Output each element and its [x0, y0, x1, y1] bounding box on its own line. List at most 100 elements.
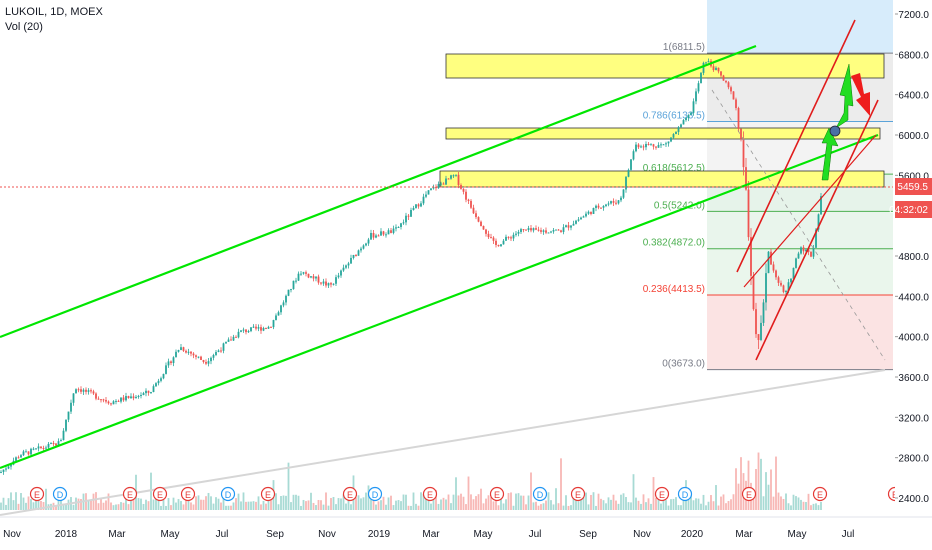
- volume-bar: [300, 505, 302, 510]
- candle-body: [557, 229, 560, 231]
- volume-bar: [197, 495, 200, 510]
- candle-body: [195, 355, 197, 357]
- candle-body: [197, 356, 200, 358]
- candle-body: [362, 245, 365, 249]
- volume-bar: [215, 497, 217, 510]
- volume-bar: [0, 502, 2, 510]
- dividend-marker-circle: [532, 486, 548, 502]
- time-label: Mar: [735, 529, 753, 540]
- candle-body: [20, 455, 22, 458]
- volume-bar: [80, 499, 82, 510]
- volume-bar: [100, 498, 102, 510]
- volume-bar: [172, 497, 175, 510]
- volume-bar: [442, 497, 445, 510]
- candle-body: [465, 191, 467, 200]
- volume-bar: [340, 498, 342, 510]
- candle-body: [430, 188, 432, 191]
- candle-body: [77, 389, 80, 391]
- candle-body: [365, 243, 367, 246]
- volume-bar: [282, 495, 285, 510]
- candle-body: [397, 226, 400, 228]
- candle-body: [775, 270, 777, 278]
- volume-bar: [772, 496, 775, 510]
- candle-body: [530, 228, 532, 231]
- volume-bar: [402, 494, 405, 510]
- volume-bar: [552, 504, 555, 510]
- candle-body: [757, 334, 760, 340]
- candle-body: [780, 282, 782, 286]
- volume-bar: [385, 504, 387, 510]
- candle-body: [675, 131, 677, 135]
- volume-bar: [35, 495, 37, 510]
- earnings-marker-circle: [741, 486, 757, 502]
- candle-body: [192, 353, 195, 356]
- candle-body: [182, 347, 185, 351]
- volume-bar: [697, 498, 700, 510]
- volume-bar: [570, 505, 572, 510]
- candle-body: [562, 227, 565, 232]
- candle-body: [160, 378, 162, 381]
- candle-body: [125, 396, 127, 401]
- fib-zone-5: [707, 294, 893, 370]
- fib-label-0: 0(3673.0): [662, 359, 705, 370]
- volume-bar: [125, 492, 127, 510]
- candle-body: [392, 228, 395, 233]
- earnings-marker: E: [127, 490, 133, 500]
- volume-bar: [520, 495, 522, 510]
- candle-body: [592, 207, 595, 214]
- candle-body: [660, 144, 662, 146]
- volume-bar: [332, 497, 335, 510]
- volume-bar: [590, 494, 592, 510]
- volume-bar: [522, 495, 525, 510]
- volume-bar: [285, 495, 287, 510]
- candle-body: [652, 144, 655, 147]
- candle-body: [647, 143, 650, 145]
- candle-body: [442, 183, 445, 185]
- volume-bar: [422, 494, 425, 510]
- candle-body: [235, 336, 237, 338]
- volume-bar: [667, 505, 670, 510]
- volume-bar: [250, 501, 252, 510]
- candle-body: [537, 229, 540, 231]
- volume-bar: [535, 501, 537, 510]
- candle-body: [175, 351, 177, 358]
- zone-bottom: [439, 170, 885, 188]
- candle-body: [167, 361, 170, 366]
- dividend-marker: D: [57, 490, 64, 500]
- volume-bar: [142, 504, 145, 510]
- candle-body: [650, 144, 652, 146]
- candle-body: [637, 144, 640, 148]
- volume-bar: [115, 504, 117, 510]
- candle-body: [22, 451, 25, 456]
- price-tick-label: 6800.0: [898, 50, 929, 61]
- volume-bar: [705, 505, 707, 510]
- candle-body: [817, 214, 820, 230]
- volume-bar: [635, 497, 637, 510]
- candle-body: [57, 441, 60, 446]
- volume-bar: [605, 503, 607, 510]
- volume-bar: [782, 498, 785, 510]
- volume-bar: [275, 493, 277, 510]
- volume-bar: [565, 495, 567, 510]
- volume-bar: [292, 494, 295, 510]
- volume-bar: [545, 500, 547, 510]
- candle-body: [580, 217, 582, 220]
- last-price-label: 5459.5: [897, 182, 928, 193]
- candle-body: [255, 326, 257, 329]
- candle-body: [217, 350, 220, 352]
- channel-upper-line: [0, 44, 757, 339]
- candle-body: [210, 357, 212, 362]
- volume-bar: [477, 494, 480, 510]
- candle-body: [815, 229, 817, 248]
- volume-bar: [335, 504, 337, 510]
- volume-bar: [722, 494, 725, 510]
- candle-body: [267, 326, 270, 329]
- volume-bar: [417, 505, 420, 510]
- candle-body: [247, 331, 250, 333]
- volume-bar: [312, 502, 315, 510]
- volume-bar: [67, 499, 70, 510]
- candle-body: [527, 228, 530, 231]
- volume-bar: [155, 498, 157, 510]
- volume-bar: [487, 495, 490, 510]
